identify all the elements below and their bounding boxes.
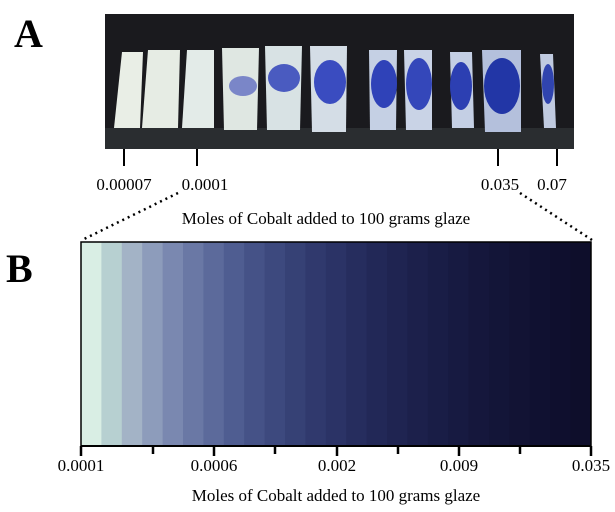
tick-label: 0.035 [572,456,610,475]
color-swatch [81,242,102,446]
color-swatch [285,242,306,446]
color-swatch [305,242,326,446]
color-swatch [265,242,286,446]
color-swatch [244,242,265,446]
color-swatch [326,242,347,446]
color-swatch [530,242,551,446]
color-swatch [428,242,449,446]
color-swatch [224,242,245,446]
axis-label: Moles of Cobalt added to 100 grams glaze [182,209,470,228]
panel-label: A [14,11,43,56]
tick-label: 0.0001 [58,456,105,475]
zoom-line [520,193,592,240]
color-swatch [407,242,428,446]
figure: A B 0.00007 0.0001 0.035 0.07 Moles of Cobal… [0,0,615,512]
tick-label: 0.00007 [96,175,152,194]
color-swatch [367,242,388,446]
color-swatch [163,242,184,446]
color-swatch [489,242,510,446]
color-swatch [448,242,469,446]
color-swatch [509,242,530,446]
tick-label: 0.035 [481,175,519,194]
color-swatch [183,242,204,446]
color-swatch [387,242,408,446]
tick-label: 0.009 [440,456,478,475]
color-swatch [469,242,490,446]
axis-label: Moles of Cobalt added to 100 grams glaze [192,486,480,505]
tick-label: 0.07 [537,175,567,194]
tick-label: 0.0006 [191,456,238,475]
color-swatch [571,242,592,446]
color-swatch [101,242,122,446]
panel-label: B [6,246,33,291]
color-swatch [142,242,163,446]
tick-label: 0.0001 [182,175,229,194]
color-swatch [550,242,571,446]
color-swatch [346,242,367,446]
tick-label: 0.002 [318,456,356,475]
zoom-line [82,193,178,240]
color-swatch [203,242,224,446]
photo [105,14,574,149]
color-swatch [122,242,143,446]
